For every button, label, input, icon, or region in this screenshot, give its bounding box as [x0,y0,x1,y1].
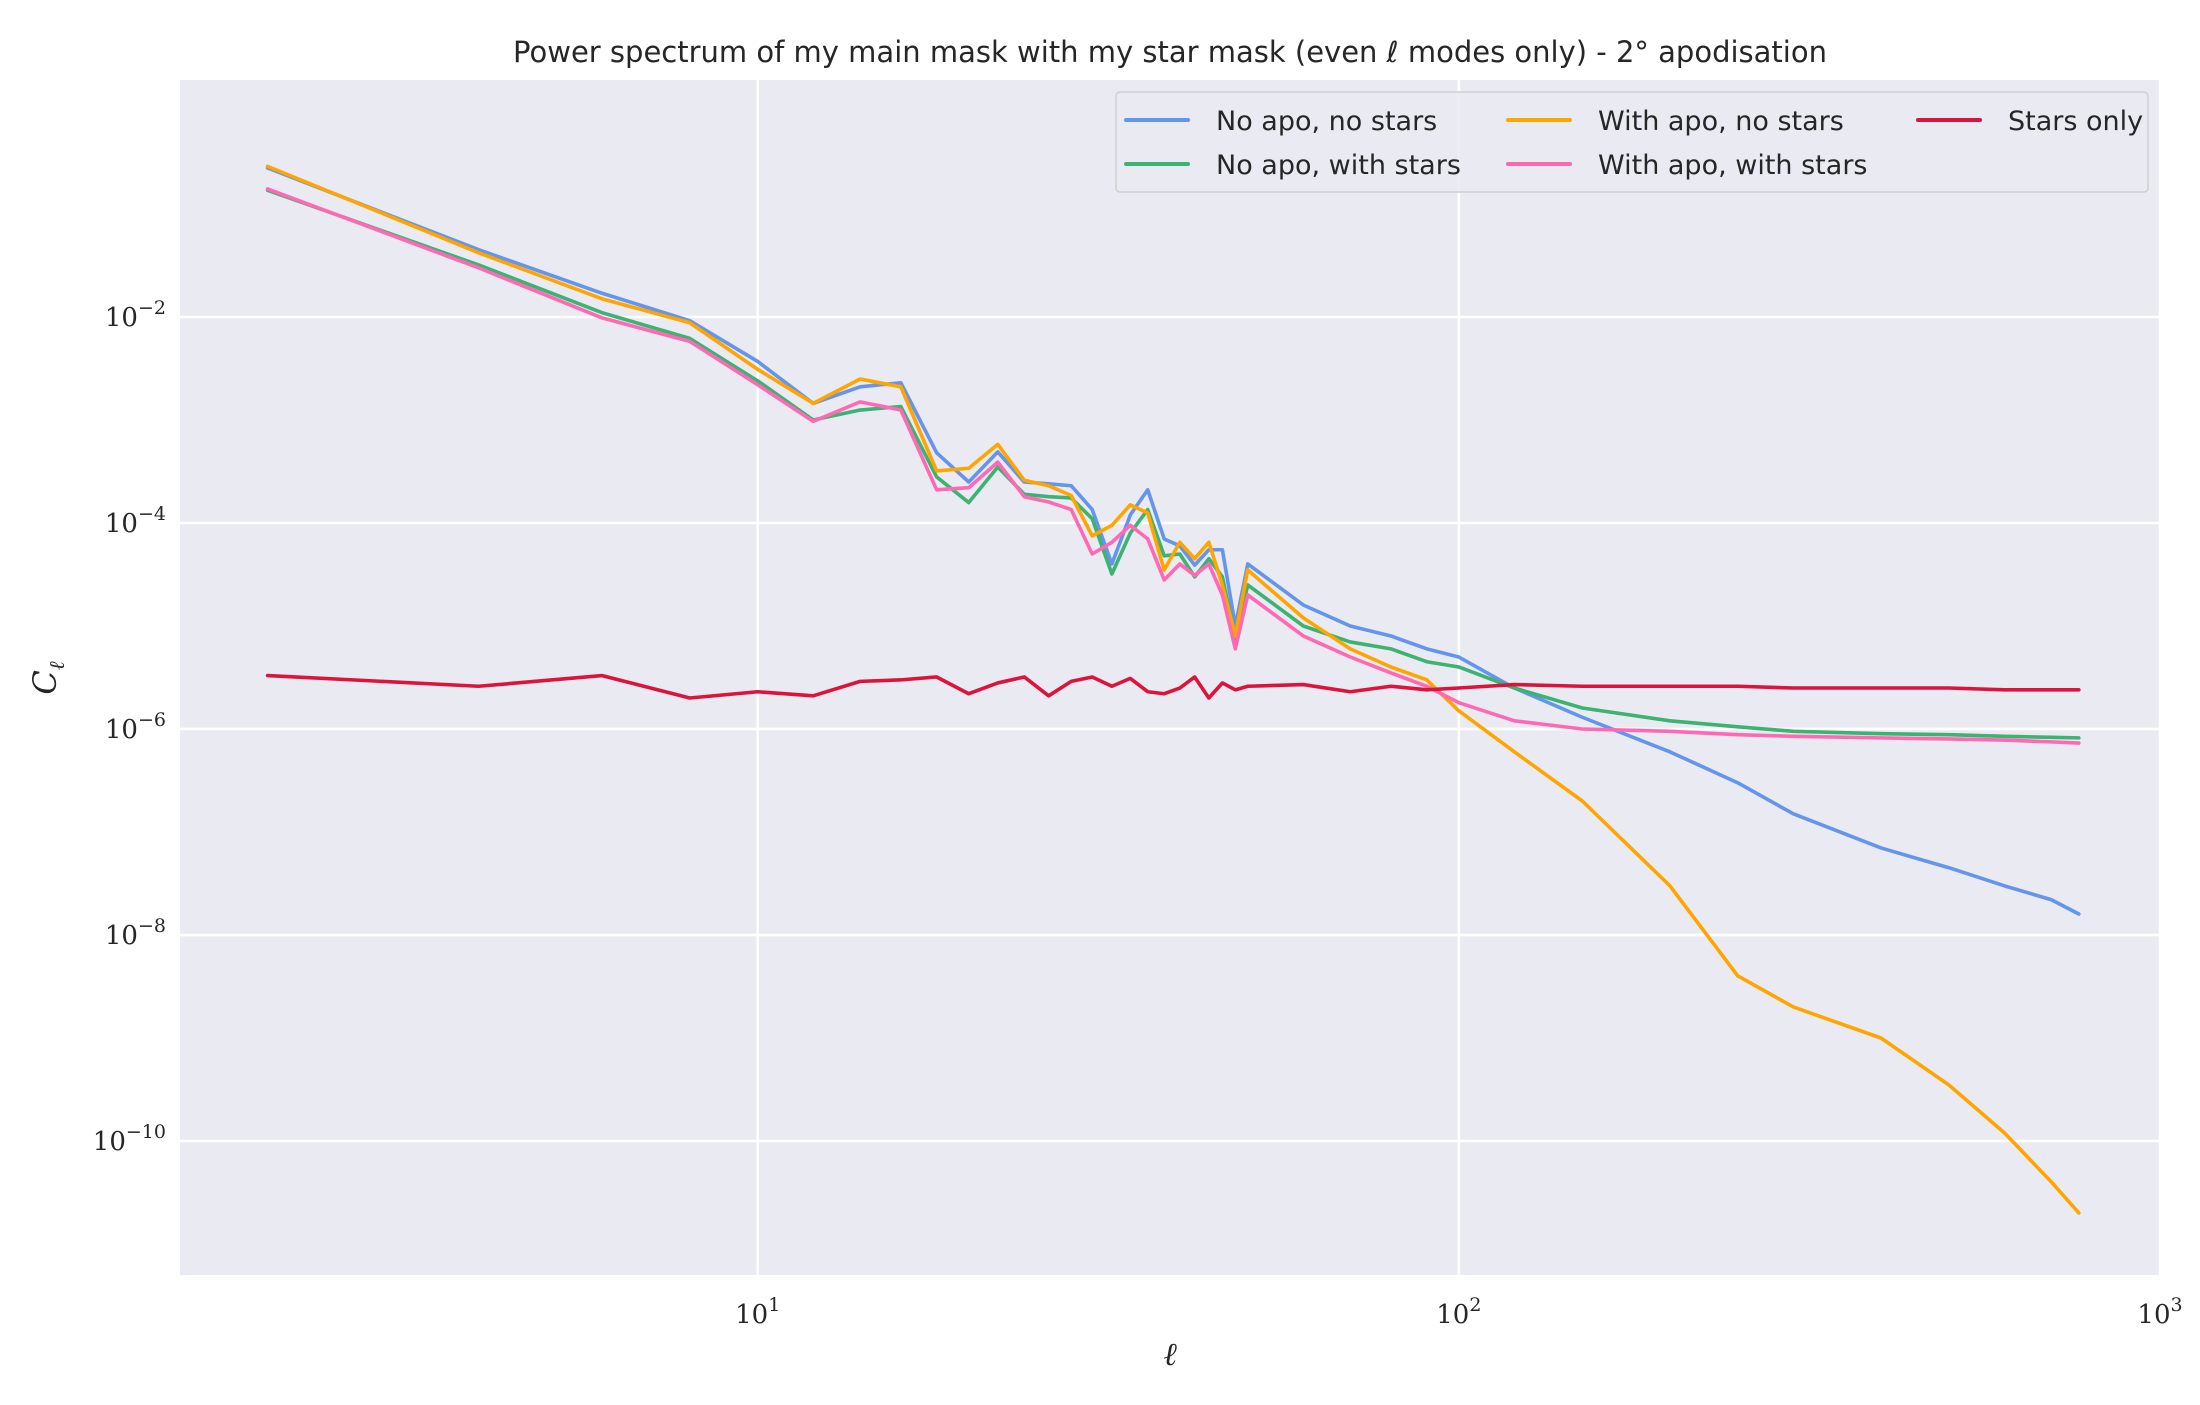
legend-label-3: With apo, with stars [1598,150,1868,181]
plot-background [180,80,2160,1275]
series-line-1 [265,188,2081,740]
y-tick-exponent: −2 [138,297,166,319]
series-line-3 [265,187,2081,745]
y-tick-base: 10 [105,509,138,539]
series-line-4 [265,673,2081,700]
legend-label-2: With apo, no stars [1598,106,1844,137]
x-tick-base: 10 [2137,1300,2170,1330]
y-tick-exponent: −4 [138,503,166,525]
series-line-0 [265,166,2081,916]
x-tick-exponent: 1 [768,1294,780,1316]
y-tick-label: 10−2 [105,297,166,333]
series-line-2 [265,164,2081,1215]
x-tick-base: 10 [1436,1300,1469,1330]
y-tick-label: 10−8 [105,915,166,951]
y-tick-label: 10−4 [105,503,166,539]
legend-box [1115,91,2149,193]
y-axis-label-subscript: ℓ [45,661,69,670]
legend: No apo, no stars No apo, with stars With a… [1115,91,2149,193]
x-tick-label: 103 [2137,1294,2182,1330]
x-tick-label: 102 [1436,1294,1481,1330]
x-tick-base: 10 [735,1300,768,1330]
y-tick-labels: 10−210−410−610−810−10 [93,297,166,1157]
y-tick-exponent: −6 [138,709,166,731]
x-tick-exponent: 3 [2171,1294,2183,1316]
y-tick-base: 10 [93,1127,126,1157]
chart-title: Power spectrum of my main mask with my s… [513,35,1827,69]
legend-label-0: No apo, no stars [1216,106,1437,137]
x-axis-label: ℓ [1163,1335,1177,1373]
legend-label-1: No apo, with stars [1216,150,1461,181]
y-tick-base: 10 [105,921,138,951]
y-tick-label: 10−10 [93,1121,166,1157]
y-tick-exponent: −10 [126,1121,166,1143]
x-tick-label: 101 [735,1294,780,1330]
y-tick-exponent: −8 [138,915,166,937]
y-tick-base: 10 [105,715,138,745]
y-axis-label: Cℓ [26,661,69,694]
legend-label-4: Stars only [2008,106,2143,137]
grid-lines [180,80,2162,1275]
x-tick-labels: 101 102 103 [735,1294,2182,1330]
y-tick-label: 10−6 [105,709,166,745]
y-tick-base: 10 [105,303,138,333]
x-tick-exponent: 2 [1469,1294,1481,1316]
series-lines [265,164,2081,1215]
